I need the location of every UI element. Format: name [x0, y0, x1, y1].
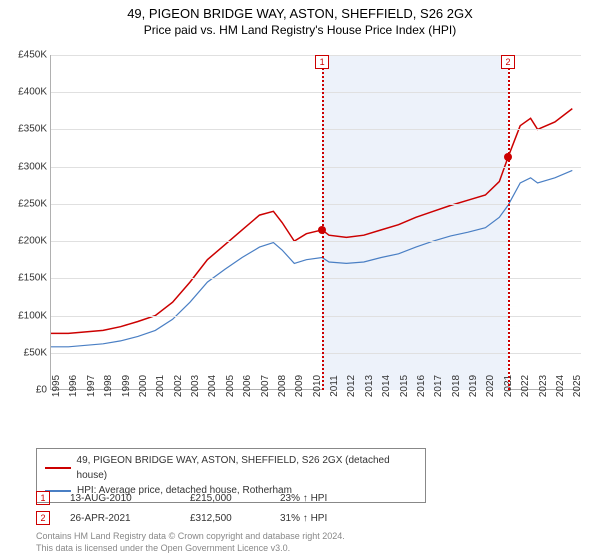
x-tick-label: 1998	[103, 375, 114, 397]
y-tick-label: £100K	[3, 310, 47, 321]
plot-region: £0£50K£100K£150K£200K£250K£300K£350K£400…	[50, 55, 580, 390]
y-tick-label: £50K	[3, 347, 47, 358]
x-tick-label: 2006	[242, 375, 253, 397]
legend-label-property: 49, PIGEON BRIDGE WAY, ASTON, SHEFFIELD,…	[77, 453, 417, 483]
gridline	[51, 353, 581, 354]
transaction-delta: 31% ↑ HPI	[280, 513, 370, 524]
event-dot	[318, 226, 326, 234]
x-tick-label: 2011	[329, 375, 340, 397]
x-tick-label: 2019	[468, 375, 479, 397]
x-tick-label: 2008	[277, 375, 288, 397]
transaction-rows: 1 13-AUG-2010 £215,000 23% ↑ HPI 2 26-AP…	[36, 488, 370, 528]
legend-swatch-property	[45, 467, 71, 469]
transaction-row: 2 26-APR-2021 £312,500 31% ↑ HPI	[36, 508, 370, 528]
y-tick-label: £300K	[3, 161, 47, 172]
x-tick-label: 2017	[433, 375, 444, 397]
gridline	[51, 92, 581, 93]
x-tick-label: 2013	[364, 375, 375, 397]
y-tick-label: £350K	[3, 124, 47, 135]
x-tick-label: 2023	[538, 375, 549, 397]
transaction-date: 13-AUG-2010	[70, 493, 190, 504]
chart-title: 49, PIGEON BRIDGE WAY, ASTON, SHEFFIELD,…	[0, 0, 600, 21]
event-dot	[504, 153, 512, 161]
x-tick-label: 2015	[399, 375, 410, 397]
gridline	[51, 129, 581, 130]
x-tick-label: 1999	[121, 375, 132, 397]
x-tick-label: 1996	[68, 375, 79, 397]
transaction-price: £215,000	[190, 493, 280, 504]
footer-line1: Contains HM Land Registry data © Crown c…	[36, 530, 345, 542]
x-tick-label: 2002	[173, 375, 184, 397]
x-tick-label: 2009	[294, 375, 305, 397]
x-tick-label: 2001	[155, 375, 166, 397]
gridline	[51, 204, 581, 205]
footer-attribution: Contains HM Land Registry data © Crown c…	[36, 530, 345, 554]
y-tick-label: £200K	[3, 236, 47, 247]
y-tick-label: £150K	[3, 273, 47, 284]
transaction-marker: 2	[36, 511, 50, 525]
footer-line2: This data is licensed under the Open Gov…	[36, 542, 345, 554]
x-tick-label: 2004	[207, 375, 218, 397]
transaction-price: £312,500	[190, 513, 280, 524]
chart-area: £0£50K£100K£150K£200K£250K£300K£350K£400…	[50, 55, 580, 400]
gridline	[51, 167, 581, 168]
x-tick-label: 2010	[312, 375, 323, 397]
x-tick-label: 2022	[520, 375, 531, 397]
x-tick-label: 2018	[451, 375, 462, 397]
transaction-date: 26-APR-2021	[70, 513, 190, 524]
x-tick-label: 1997	[86, 375, 97, 397]
y-tick-label: £250K	[3, 198, 47, 209]
x-tick-label: 1995	[51, 375, 62, 397]
gridline	[51, 241, 581, 242]
y-tick-label: £450K	[3, 50, 47, 61]
y-tick-label: £400K	[3, 87, 47, 98]
x-tick-label: 2024	[555, 375, 566, 397]
x-tick-label: 2007	[260, 375, 271, 397]
x-tick-label: 2020	[485, 375, 496, 397]
gridline	[51, 316, 581, 317]
x-tick-label: 2016	[416, 375, 427, 397]
x-tick-label: 2005	[225, 375, 236, 397]
x-tick-label: 2003	[190, 375, 201, 397]
event-marker-box: 1	[315, 55, 329, 69]
series-hpi	[51, 170, 572, 346]
transaction-delta: 23% ↑ HPI	[280, 493, 370, 504]
y-tick-label: £0	[3, 385, 47, 396]
chart-subtitle: Price paid vs. HM Land Registry's House …	[0, 21, 600, 37]
event-vline	[322, 55, 324, 390]
x-tick-label: 2014	[381, 375, 392, 397]
x-tick-label: 2000	[138, 375, 149, 397]
event-marker-box: 2	[501, 55, 515, 69]
event-vline	[508, 55, 510, 390]
chart-container: 49, PIGEON BRIDGE WAY, ASTON, SHEFFIELD,…	[0, 0, 600, 560]
transaction-marker: 1	[36, 491, 50, 505]
line-canvas	[51, 55, 581, 390]
x-tick-label: 2025	[572, 375, 583, 397]
gridline	[51, 278, 581, 279]
legend-item-property: 49, PIGEON BRIDGE WAY, ASTON, SHEFFIELD,…	[45, 453, 417, 483]
transaction-row: 1 13-AUG-2010 £215,000 23% ↑ HPI	[36, 488, 370, 508]
x-tick-label: 2012	[346, 375, 357, 397]
